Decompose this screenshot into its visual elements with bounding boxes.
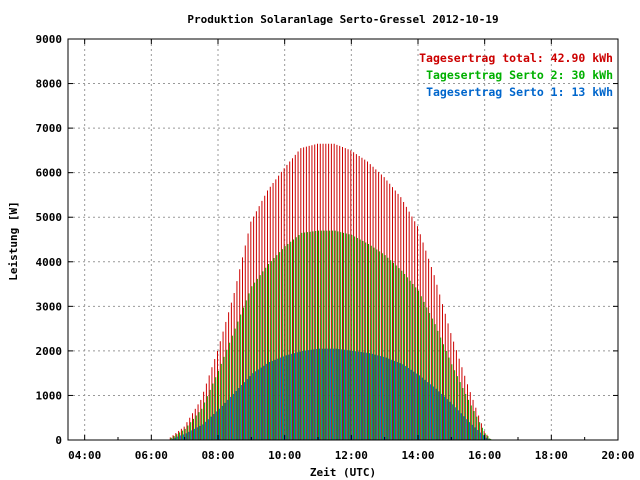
legend: Tagesertrag total: 42.90 kWh Tagesertrag … bbox=[419, 51, 613, 99]
y-tick-label: 5000 bbox=[36, 211, 63, 224]
x-tick-label: 14:00 bbox=[401, 449, 434, 462]
bars bbox=[169, 143, 493, 440]
x-tick-label: 16:00 bbox=[468, 449, 501, 462]
y-tick-label: 8000 bbox=[36, 78, 63, 91]
x-tick-label: 06:00 bbox=[135, 449, 168, 462]
x-tick-label: 10:00 bbox=[268, 449, 301, 462]
axis-ticks: 0 1000 2000 3000 4000 5000 6000 7000 8000 9000 04:… bbox=[36, 33, 635, 462]
y-tick-label: 0 bbox=[55, 434, 62, 447]
x-tick-label: 18:00 bbox=[535, 449, 568, 462]
legend-entry-2: Tagesertrag Serto 2: 30 kWh bbox=[426, 68, 613, 82]
x-tick-label: 20:00 bbox=[601, 449, 634, 462]
y-tick-label: 2000 bbox=[36, 345, 63, 358]
x-tick-label: 08:00 bbox=[201, 449, 234, 462]
y-tick-label: 7000 bbox=[36, 122, 63, 135]
y-tick-label: 9000 bbox=[36, 33, 63, 46]
y-axis-label: Leistung [W] bbox=[7, 201, 20, 280]
y-tick-label: 1000 bbox=[36, 389, 63, 402]
x-axis-label: Zeit (UTC) bbox=[310, 466, 376, 479]
y-tick-label: 4000 bbox=[36, 256, 63, 269]
legend-entry-1: Tagesertrag total: 42.90 kWh bbox=[419, 51, 613, 65]
x-tick-label: 04:00 bbox=[68, 449, 101, 462]
plot-frame bbox=[67, 38, 619, 441]
x-tick-label: 12:00 bbox=[335, 449, 368, 462]
y-tick-label: 3000 bbox=[36, 300, 63, 313]
y-tick-label: 6000 bbox=[36, 167, 63, 180]
legend-entry-3: Tagesertrag Serto 1: 13 kWh bbox=[426, 85, 613, 99]
chart-title: Produktion Solaranlage Serto-Gressel 201… bbox=[187, 13, 498, 26]
